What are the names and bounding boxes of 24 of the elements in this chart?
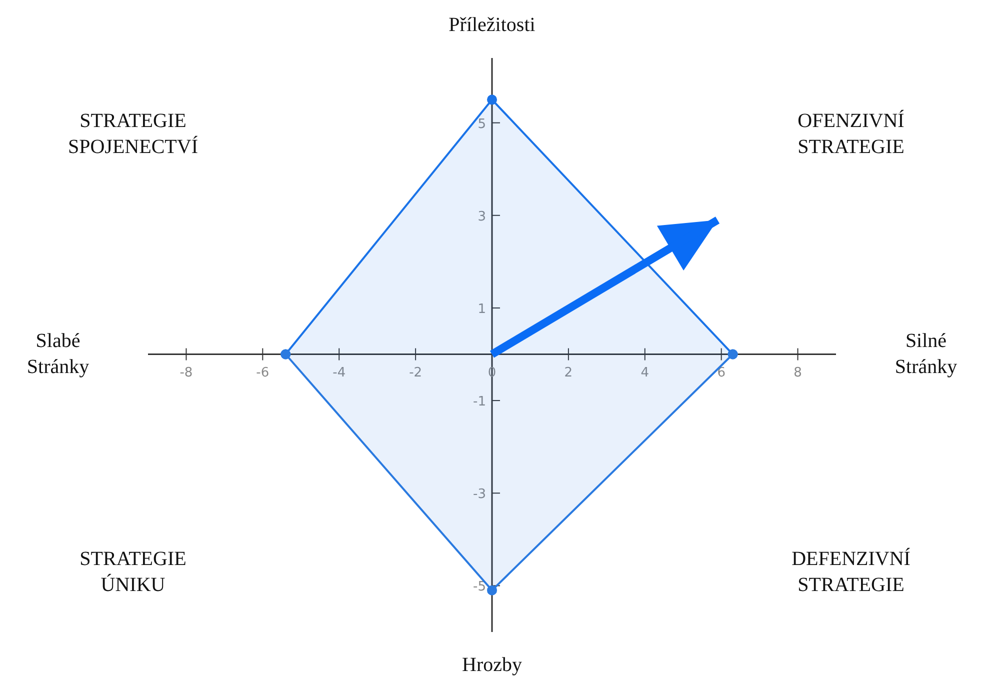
y-tick-label: -5 xyxy=(473,580,486,595)
x-tick-label: 6 xyxy=(717,365,726,380)
annotation: DEFENZIVNÍ STRATEGIE xyxy=(790,546,912,598)
text: Silné Stránky xyxy=(894,329,958,380)
x-tick-label: -8 xyxy=(180,365,193,380)
y-tick-label: 5 xyxy=(478,116,486,132)
y-tick-label: -3 xyxy=(473,487,486,502)
text: Příležitosti xyxy=(448,13,536,38)
annotation: STRATEGIE ÚNIKU xyxy=(78,547,188,598)
y-tick-label: 3 xyxy=(478,209,486,224)
annotation: OFENZIVNÍ STRATEGIE xyxy=(796,108,906,160)
x-tick-label: -2 xyxy=(409,365,422,380)
x-tick-label: -6 xyxy=(256,365,270,380)
annotation: STRATEGIE SPOJENECTVÍ xyxy=(66,109,199,160)
x-tick-label: 4 xyxy=(640,365,650,380)
x-tick-label: 2 xyxy=(564,365,573,380)
text: Slabé Stránky xyxy=(26,329,90,380)
y-tick-label: 1 xyxy=(478,302,486,317)
x-tick-label: -4 xyxy=(332,365,346,380)
x-tick-label: 8 xyxy=(794,365,802,380)
point xyxy=(487,94,497,105)
text: Hrozby xyxy=(461,653,523,678)
y-tick-label: -1 xyxy=(473,394,486,410)
point xyxy=(487,585,497,596)
